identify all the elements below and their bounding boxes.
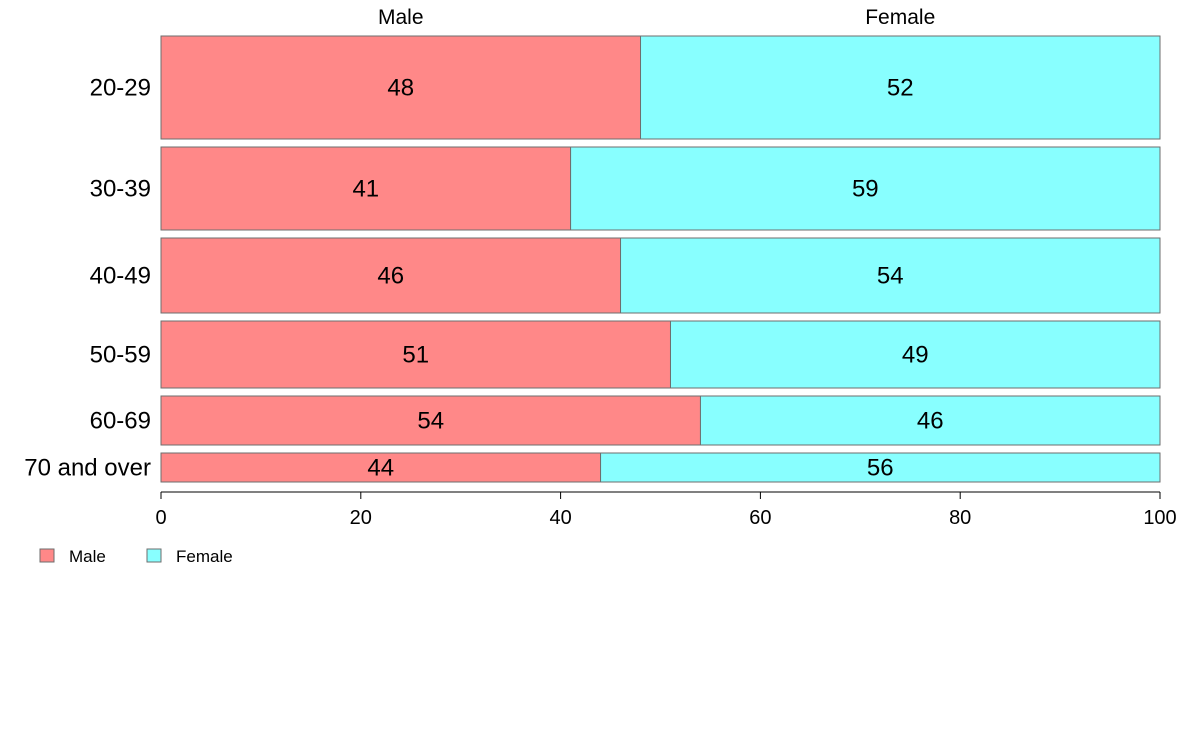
- data-label-50-59-female: 49: [902, 342, 929, 369]
- data-label-40-49-male: 46: [377, 263, 404, 290]
- bars: [160, 35, 1161, 483]
- bar-50-59-male: [160, 320, 671, 389]
- legend: Male Female: [39, 547, 233, 566]
- bar-20-29-female: [640, 35, 1161, 140]
- bar-40-49-female: [620, 237, 1161, 314]
- legend-label-female: Female: [176, 547, 233, 566]
- bar-60-69-male: [160, 395, 701, 446]
- bar-60-69-female: [699, 395, 1161, 446]
- x-tick-label-60: 60: [749, 507, 771, 529]
- legend-swatch-female: [146, 548, 162, 563]
- bar-20-29-male: [160, 35, 642, 140]
- x-tick-label-40: 40: [549, 507, 571, 529]
- column-headers: Male Female: [378, 6, 935, 29]
- data-label-50-59-male: 51: [402, 342, 429, 369]
- column-header-male: Male: [378, 6, 424, 29]
- category-label-70-and-over: 70 and over: [24, 455, 151, 482]
- data-label-60-69-female: 46: [917, 408, 944, 435]
- x-tick-label-80: 80: [949, 507, 971, 529]
- bar-30-39-female: [570, 146, 1161, 231]
- data-label-20-29-female: 52: [887, 75, 914, 102]
- bar-30-39-male: [160, 146, 572, 231]
- x-tick-label-20: 20: [350, 507, 372, 529]
- bar-40-49-male: [160, 237, 622, 314]
- x-axis: 0 20 40 60 80 100: [155, 491, 1177, 529]
- data-label-30-39-female: 59: [852, 176, 879, 203]
- x-tick-label-100: 100: [1143, 507, 1176, 529]
- bar-50-59-female: [669, 320, 1161, 389]
- category-label-40-49: 40-49: [90, 263, 151, 290]
- category-label-60-69: 60-69: [90, 408, 151, 435]
- category-label-50-59: 50-59: [90, 342, 151, 369]
- column-header-female: Female: [865, 6, 935, 29]
- data-label-60-69-male: 54: [417, 408, 444, 435]
- category-labels: 20-29 30-39 40-49 50-59 60-69 70 and over: [24, 75, 151, 482]
- data-label-20-29-male: 48: [387, 75, 414, 102]
- bar-70-and-over-female: [600, 452, 1161, 483]
- data-label-70-and-over-female: 56: [867, 455, 894, 482]
- x-tick-label-0: 0: [155, 507, 166, 529]
- data-label-70-and-over-male: 44: [367, 455, 394, 482]
- category-label-20-29: 20-29: [90, 75, 151, 102]
- data-labels: 48 52 41 59 46 54 51 49 54 46 44 56: [352, 75, 943, 482]
- data-label-30-39-male: 41: [352, 176, 379, 203]
- category-label-30-39: 30-39: [90, 176, 151, 203]
- legend-label-male: Male: [69, 547, 106, 566]
- legend-swatch-male: [39, 548, 55, 563]
- data-label-40-49-female: 54: [877, 263, 904, 290]
